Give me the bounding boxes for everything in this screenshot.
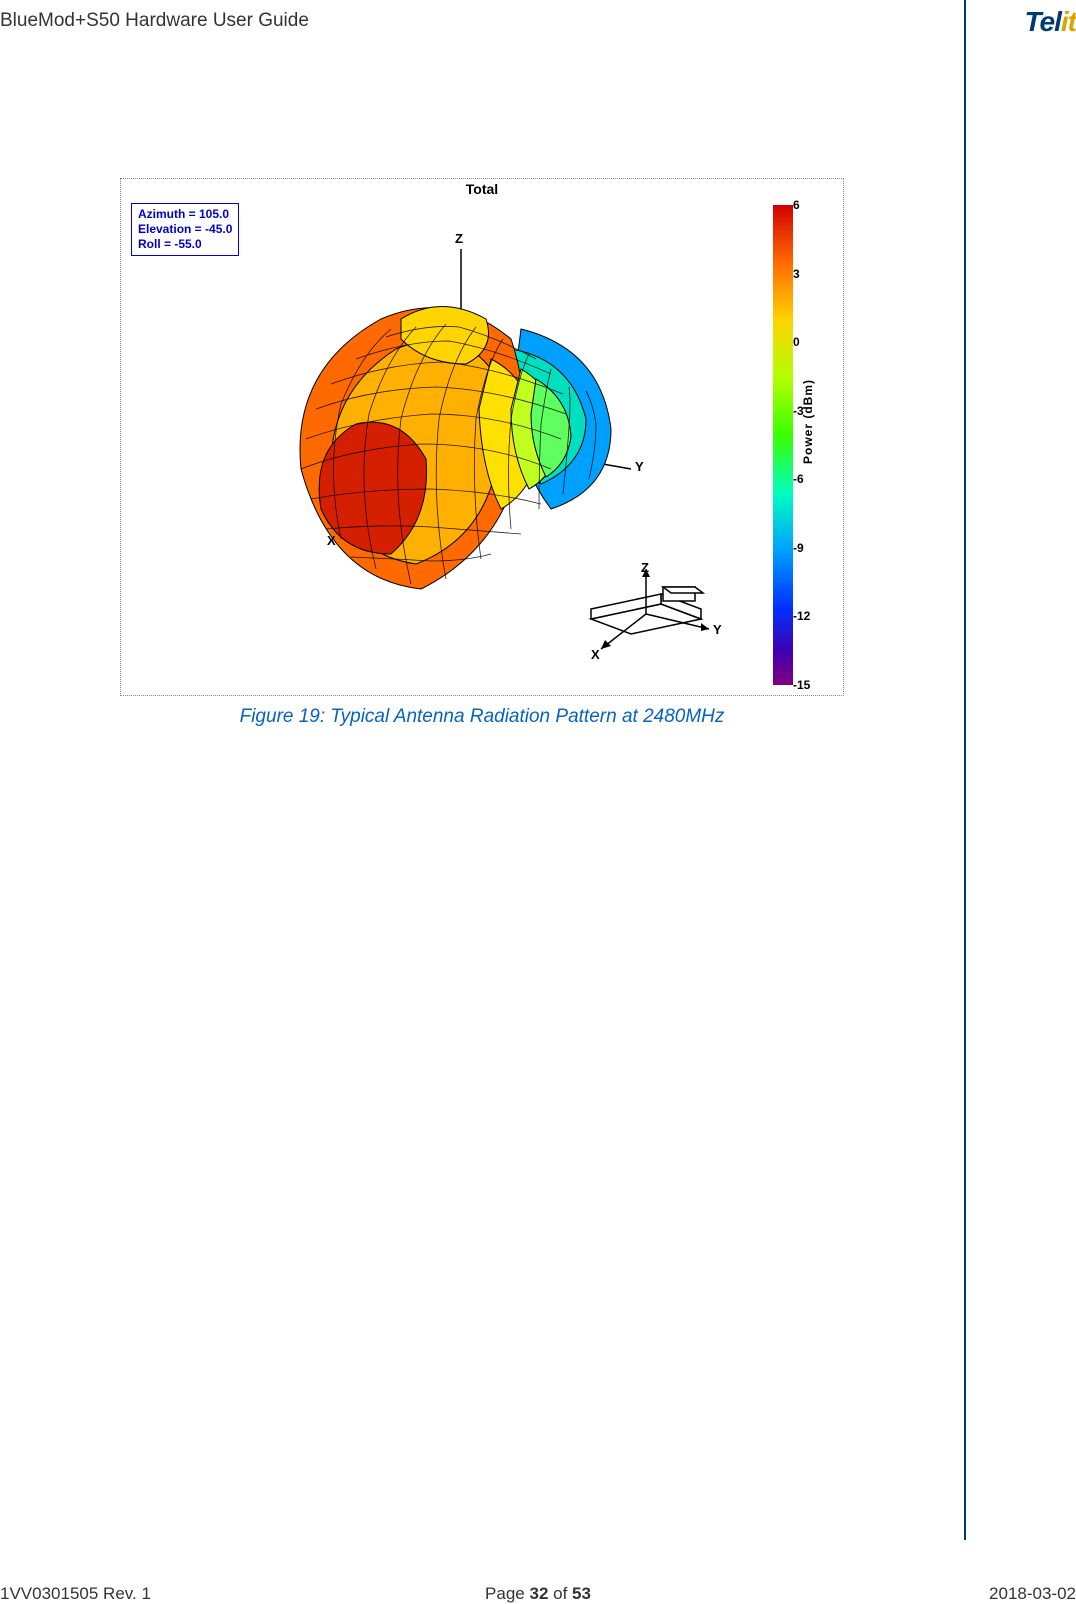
radiation-pattern-chart: Total Azimuth = 105.0 Elevation = -45.0 … [120, 178, 844, 696]
figure-caption: Figure 19: Typical Antenna Radiation Pat… [120, 706, 844, 728]
colorbar-tick: 0 [793, 335, 817, 349]
colorbar-tick: 3 [793, 267, 817, 281]
radiation-surface-svg [191, 209, 731, 679]
chart-title: Total [121, 181, 843, 197]
inset-axis-z: Z [641, 560, 649, 575]
axis-y-label: Y [635, 459, 644, 474]
plot-area: Z Y X Z Y X [191, 209, 731, 679]
brand-logo: Telit [1024, 6, 1076, 38]
axis-x-label: X [327, 533, 336, 548]
logo-text-2: it [1061, 6, 1076, 37]
margin-rule [964, 0, 966, 1540]
logo-text-1: Tel [1024, 6, 1060, 37]
colorbar-tick: -12 [793, 609, 817, 623]
footer-date: 2018-03-02 [989, 1584, 1076, 1604]
colorbar [773, 205, 793, 685]
colorbar-tick: -9 [793, 541, 817, 555]
colorbar-tick: -6 [793, 472, 817, 486]
colorbar-axis-label: Power (dBm) [801, 379, 815, 464]
page: BlueMod+S50 Hardware User Guide Telit To… [0, 0, 1076, 1604]
colorbar-tick: -3 [793, 404, 817, 418]
page-header: BlueMod+S50 Hardware User Guide Telit [0, 10, 1076, 50]
axis-z-label: Z [455, 231, 463, 246]
inset-axis-x: X [591, 647, 600, 662]
colorbar-tick: 6 [793, 198, 817, 212]
figure-block: Total Azimuth = 105.0 Elevation = -45.0 … [120, 178, 844, 728]
document-title: BlueMod+S50 Hardware User Guide [0, 10, 309, 32]
inset-orientation-icon [591, 569, 709, 649]
colorbar-tick: -15 [793, 678, 817, 692]
inset-axis-y: Y [713, 622, 722, 637]
footer-page-number: Page 32 of 53 [0, 1584, 1076, 1604]
